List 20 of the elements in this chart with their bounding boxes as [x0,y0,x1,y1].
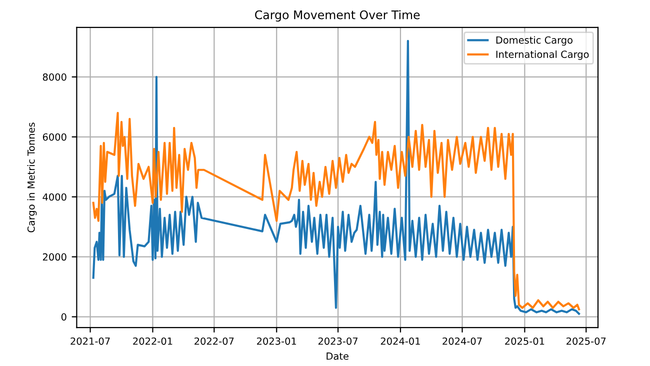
x-tick-label: 2024-01 [380,337,420,345]
x-tick-label: 2025-07 [566,337,606,345]
y-tick-label: 2000 [42,253,66,261]
x-tick-label: 2023-07 [318,337,358,345]
x-tick-label: 2022-07 [194,337,234,345]
y-tick-label: 6000 [42,133,66,141]
y-tick-label: 4000 [42,193,66,201]
y-axis-title: Cargo in Metric Tonnes [27,122,37,232]
line-series [92,112,580,310]
x-tick-label: 2021-07 [70,337,110,345]
y-tick-label: 8000 [42,73,66,81]
x-tick-label: 2023-01 [257,337,296,345]
legend-label: International Cargo [496,50,589,60]
chart-title: Cargo Movement Over Time [255,10,420,22]
x-tick-label: 2022-01 [133,337,172,345]
y-tick-label: 0 [61,313,66,321]
x-axis-title: Date [326,352,348,360]
x-tick-label: 2024-07 [442,337,482,345]
x-tick-label: 2025-01 [505,337,544,345]
legend-label: Domestic Cargo [496,36,572,46]
